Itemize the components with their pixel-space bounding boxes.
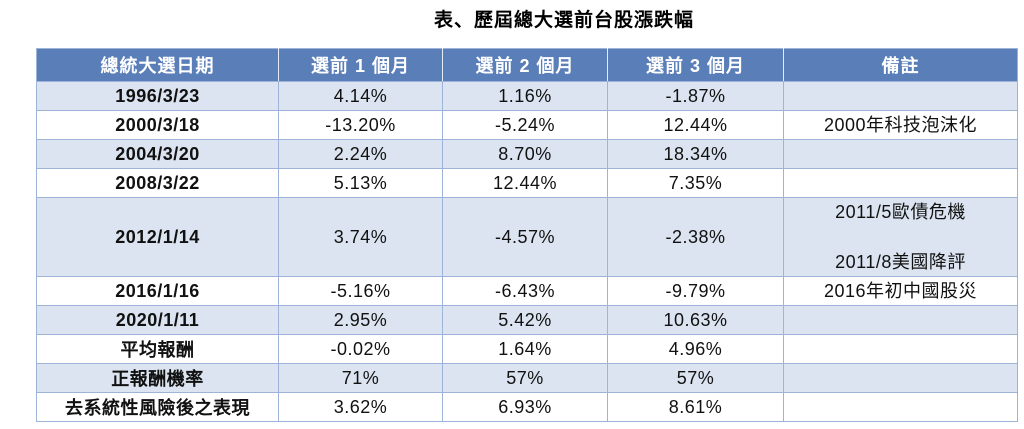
table-row: 2008/3/22 5.13% 12.44% 7.35% [36, 168, 1018, 198]
pct-2m-cell: 6.93% [442, 392, 608, 422]
note-cell: 2016年初中國股災 [783, 276, 1018, 306]
pct-1m-cell: 3.74% [278, 197, 443, 277]
note-cell [783, 305, 1018, 335]
row-label: 2008/3/22 [36, 168, 279, 198]
table-row: 平均報酬 -0.02% 1.64% 4.96% [36, 334, 1018, 364]
pct-3m-cell: 7.35% [607, 168, 784, 198]
table-title: 表、歷屆總大選前台股漲跌幅 [433, 10, 694, 31]
note-cell [783, 363, 1018, 393]
row-label: 2012/1/14 [36, 197, 279, 277]
row-label: 去系統性風險後之表現 [36, 392, 279, 422]
pct-1m-cell: 3.62% [278, 392, 443, 422]
col-header-1m-before: 選前 1 個月 [278, 48, 443, 82]
note-cell [783, 81, 1018, 111]
pct-1m-cell: 2.95% [278, 305, 443, 335]
table-row: 2004/3/20 2.24% 8.70% 18.34% [36, 139, 1018, 169]
pct-2m-cell: 5.42% [442, 305, 608, 335]
row-label: 正報酬機率 [36, 363, 279, 393]
pct-1m-cell: -5.16% [278, 276, 443, 306]
pct-2m-cell: -5.24% [442, 110, 608, 140]
row-label: 2016/1/16 [36, 276, 279, 306]
table-row: 2020/1/11 2.95% 5.42% 10.63% [36, 305, 1018, 335]
pct-2m-cell: 1.16% [442, 81, 608, 111]
note-cell [783, 334, 1018, 364]
table-row: 2000/3/18 -13.20% -5.24% 12.44% 2000年科技泡… [36, 110, 1018, 140]
pct-1m-cell: -13.20% [278, 110, 443, 140]
table-row: 1996/3/23 4.14% 1.16% -1.87% [36, 81, 1018, 111]
note-cell [783, 139, 1018, 169]
pct-3m-cell: 12.44% [607, 110, 784, 140]
pct-3m-cell: 4.96% [607, 334, 784, 364]
table-row: 正報酬機率 71% 57% 57% [36, 363, 1018, 393]
pct-1m-cell: 4.14% [278, 81, 443, 111]
pct-3m-cell: 18.34% [607, 139, 784, 169]
row-label: 2000/3/18 [36, 110, 279, 140]
row-label: 2004/3/20 [36, 139, 279, 169]
table-row: 2012/1/14 3.74% -4.57% -2.38% 2011/5歐債危機… [36, 197, 1018, 277]
note-cell: 2000年科技泡沫化 [783, 110, 1018, 140]
pct-2m-cell: 12.44% [442, 168, 608, 198]
col-header-3m-before: 選前 3 個月 [607, 48, 784, 82]
note-cell [783, 392, 1018, 422]
col-header-2m-before: 選前 2 個月 [442, 48, 608, 82]
table-header-row: 總統大選日期 選前 1 個月 選前 2 個月 選前 3 個月 備註 [36, 48, 1018, 82]
pct-2m-cell: 1.64% [442, 334, 608, 364]
pct-1m-cell: 2.24% [278, 139, 443, 169]
note-cell: 2011/5歐債危機 2011/8美國降評 [783, 197, 1018, 277]
pct-2m-cell: 57% [442, 363, 608, 393]
note-cell [783, 168, 1018, 198]
col-header-election-date: 總統大選日期 [36, 48, 279, 82]
row-label: 1996/3/23 [36, 81, 279, 111]
pct-2m-cell: -4.57% [442, 197, 608, 277]
pct-2m-cell: -6.43% [442, 276, 608, 306]
pct-3m-cell: 8.61% [607, 392, 784, 422]
table-row: 2016/1/16 -5.16% -6.43% -9.79% 2016年初中國股… [36, 276, 1018, 306]
election-returns-table: 總統大選日期 選前 1 個月 選前 2 個月 選前 3 個月 備註 1996/3… [36, 48, 1018, 422]
row-label: 2020/1/11 [36, 305, 279, 335]
col-header-remarks: 備註 [783, 48, 1018, 82]
pct-3m-cell: 57% [607, 363, 784, 393]
pct-1m-cell: 71% [278, 363, 443, 393]
pct-1m-cell: -0.02% [278, 334, 443, 364]
pct-3m-cell: 10.63% [607, 305, 784, 335]
pct-3m-cell: -1.87% [607, 81, 784, 111]
table-row: 去系統性風險後之表現 3.62% 6.93% 8.61% [36, 392, 1018, 422]
pct-1m-cell: 5.13% [278, 168, 443, 198]
pct-3m-cell: -2.38% [607, 197, 784, 277]
row-label: 平均報酬 [36, 334, 279, 364]
pct-2m-cell: 8.70% [442, 139, 608, 169]
pct-3m-cell: -9.79% [607, 276, 784, 306]
